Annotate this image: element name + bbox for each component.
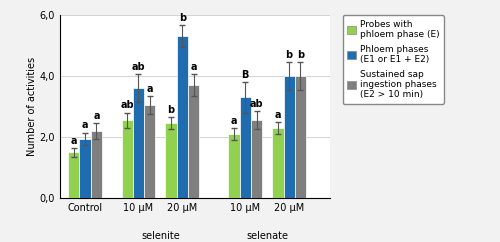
Bar <box>80 139 91 198</box>
Y-axis label: Number of activities: Number of activities <box>27 57 37 156</box>
Bar <box>251 120 262 198</box>
Bar <box>240 97 251 198</box>
Text: a: a <box>93 111 100 121</box>
Text: b: b <box>297 50 304 60</box>
Text: B: B <box>242 70 249 80</box>
Text: a: a <box>70 136 77 146</box>
Bar <box>68 152 80 198</box>
Text: b: b <box>179 13 186 23</box>
Bar <box>188 85 200 198</box>
Text: a: a <box>274 110 281 120</box>
Text: ab: ab <box>120 100 134 110</box>
Text: a: a <box>146 83 153 94</box>
Text: ab: ab <box>250 99 264 109</box>
Bar <box>177 36 188 198</box>
Text: b: b <box>286 50 292 60</box>
Text: ab: ab <box>132 62 145 72</box>
Text: a: a <box>190 62 197 72</box>
Text: a: a <box>230 116 237 126</box>
Bar <box>144 105 156 198</box>
Text: selenate: selenate <box>246 231 288 241</box>
Text: b: b <box>168 105 174 115</box>
Bar <box>91 131 102 198</box>
Bar <box>284 76 295 198</box>
Text: a: a <box>82 120 88 130</box>
Bar <box>228 134 239 198</box>
Bar <box>166 123 177 198</box>
Bar <box>295 76 306 198</box>
Legend: Probes with
phloem phase (E), Phloem phases
(E1 or E1 + E2), Sustained sap
inges: Probes with phloem phase (E), Phloem pha… <box>342 15 444 104</box>
Bar <box>272 128 283 198</box>
Bar <box>122 120 133 198</box>
Text: selenite: selenite <box>141 231 180 241</box>
Bar <box>133 88 144 198</box>
